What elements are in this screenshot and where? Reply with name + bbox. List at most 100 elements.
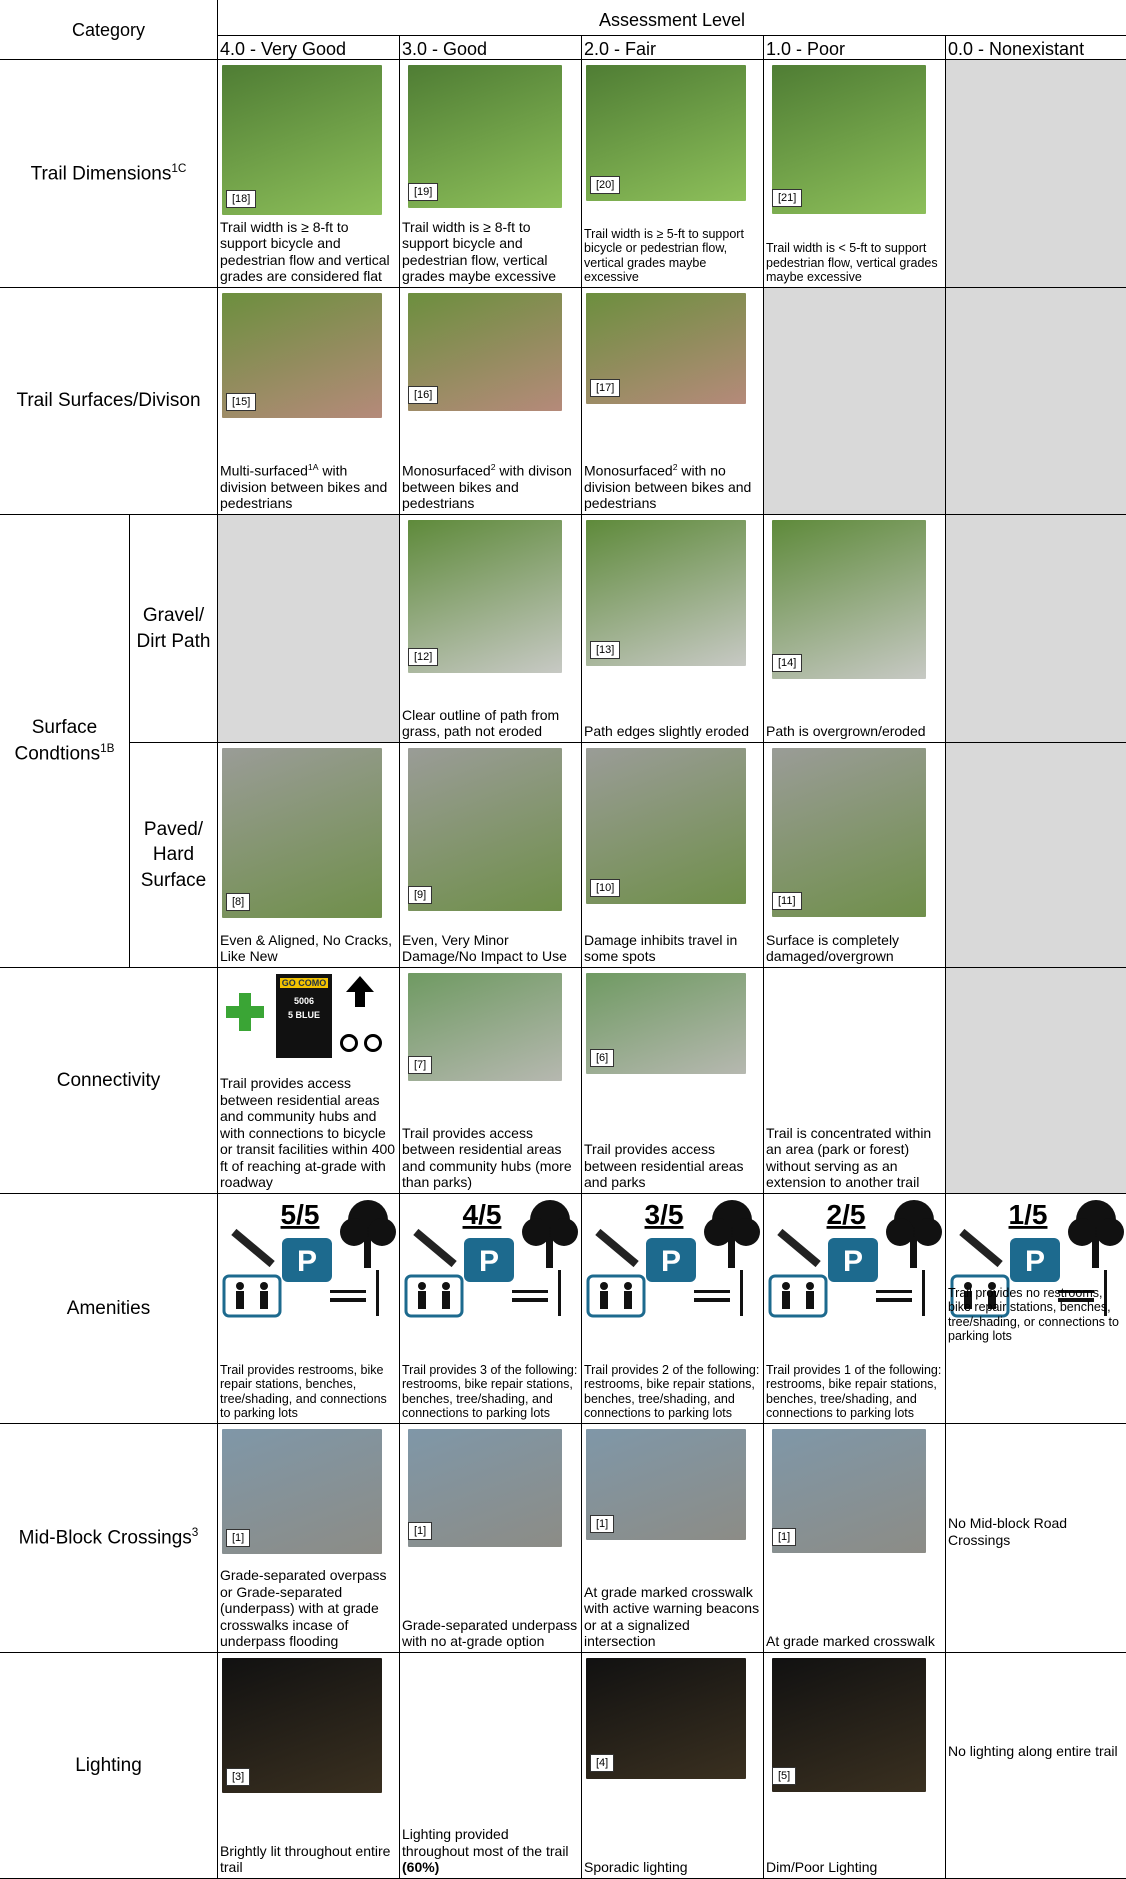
text: Lighting provided throughout most of the… [402, 1826, 569, 1859]
photo [772, 1658, 926, 1792]
level-header: 4.0 - Very Good [218, 36, 400, 60]
description: Trail provides 3 of the following: restr… [402, 1363, 579, 1422]
cell: 1/5 P Trail provides no restrooms, bike re… [946, 1194, 1126, 1424]
tree [914, 1218, 942, 1246]
text: Damage inhibits travel in some spots [584, 931, 738, 965]
subcategory-label: Gravel/ Dirt Path [129, 515, 218, 743]
bench [694, 1298, 730, 1302]
sign-text: GO COMO [280, 978, 328, 988]
cell [946, 288, 1126, 515]
image-ref: [11] [772, 892, 802, 910]
cell: Trail is concentrated within an area (pa… [764, 968, 946, 1194]
description: Even, Very Minor Damage/No Impact to Use [402, 932, 579, 965]
person [236, 1282, 244, 1290]
text: Grade-separated overpass or Grade-separa… [220, 1567, 387, 1650]
cell: [1] Grade-separated underpass with no at-… [400, 1424, 582, 1653]
image-ref: [10] [590, 879, 621, 897]
bench [1058, 1290, 1094, 1293]
description: At grade marked crosswalk with active wa… [584, 1584, 761, 1650]
image-ref: [14] [772, 654, 803, 672]
photo [408, 748, 562, 911]
image-ref: [6] [590, 1049, 615, 1067]
description: Trail provides access between residentia… [402, 1125, 579, 1191]
parking-sign [464, 1238, 514, 1282]
tree-trunk [910, 1238, 917, 1268]
text: Path is overgrown/eroded [766, 723, 926, 740]
person [624, 1291, 632, 1309]
category-header: Category [0, 0, 218, 60]
bench [512, 1290, 548, 1293]
description: Trail width is < 5-ft to support pedestr… [766, 241, 943, 285]
cell: [10] Damage inhibits travel in some spots [582, 743, 764, 968]
person [806, 1282, 814, 1290]
image-ref: [18] [226, 190, 257, 208]
tree-trunk [364, 1238, 371, 1268]
image-ref: [16] [408, 386, 439, 404]
text: Brightly lit throughout entire trail [220, 1842, 391, 1876]
image-ref: [12] [408, 648, 439, 666]
photo [408, 520, 562, 673]
text: Surface is completely damaged/overgrown [766, 931, 900, 965]
cell: [17] Monosurfaced2 with no division betwe… [582, 288, 764, 515]
cell: [12] Clear outline of path from grass, pa… [400, 515, 582, 743]
cell: GO COMO 5006 5 BLUE Trail provides access b… [218, 968, 400, 1194]
plus-icon [239, 993, 251, 1031]
cell [764, 288, 946, 515]
parking-sign [1010, 1238, 1060, 1282]
text: Trail is concentrated within an area (pa… [766, 1124, 932, 1191]
tree [368, 1218, 396, 1246]
wrench [413, 1228, 457, 1268]
subcategory-label: Paved/ Hard Surface [129, 743, 218, 968]
cell: [8] Even & Aligned, No Cracks, Like New [218, 743, 400, 968]
text: with no division between bikes and pedes… [584, 462, 752, 512]
image-ref: [20] [590, 176, 621, 194]
text: At grade marked crosswalk [766, 1633, 935, 1650]
description: Trail provides restrooms, bike repair st… [220, 1363, 397, 1422]
description: Damage inhibits travel in some spots [584, 932, 761, 965]
bench [512, 1298, 548, 1302]
arrow-icon [346, 976, 374, 992]
lamp [376, 1270, 379, 1316]
person [806, 1291, 814, 1309]
person [988, 1282, 996, 1290]
text: with division between bikes and pedestri… [220, 462, 388, 512]
tree-trunk [546, 1238, 553, 1268]
person [624, 1282, 632, 1290]
wrench [231, 1228, 275, 1268]
tree [550, 1218, 578, 1246]
cell: 2/5 P Trail provides 1 of the following: r… [764, 1194, 946, 1424]
text: Trail provides restrooms, bike repair st… [220, 1362, 387, 1421]
parking-sign [282, 1238, 332, 1282]
tree [886, 1218, 914, 1246]
text: Trail provides access between residentia… [584, 1141, 744, 1191]
wrench [777, 1228, 821, 1268]
assessment-header: Assessment Level [218, 0, 1126, 36]
arrow-icon [355, 991, 365, 1007]
person [236, 1291, 244, 1309]
label: Trail Dimensions [30, 162, 172, 184]
lamp [1104, 1270, 1107, 1316]
superscript: 1A [307, 461, 319, 472]
score: 4/5 [463, 1199, 502, 1230]
image-ref: [8] [226, 893, 251, 911]
cell: [1] At grade marked crosswalk with active… [582, 1424, 764, 1653]
bench [694, 1290, 730, 1293]
image-ref: [5] [772, 1767, 797, 1785]
person [988, 1291, 996, 1309]
label: Surface Condtions [14, 717, 101, 765]
image-ref: [1] [226, 1529, 251, 1547]
tree [1096, 1218, 1124, 1246]
text: Trail provides 3 of the following: restr… [402, 1362, 578, 1421]
amenity-icons: 3/5 P [586, 1199, 760, 1318]
cell: [15] Multi-surfaced1A with division betwe… [218, 288, 400, 515]
label: Trail Surfaces/Divison [16, 390, 201, 412]
cell: No lighting along entire trail [946, 1653, 1126, 1879]
image-ref: [17] [590, 379, 621, 397]
tree [340, 1218, 368, 1246]
cell [946, 515, 1126, 743]
restroom-sign [222, 1274, 282, 1318]
bench [876, 1290, 912, 1293]
description: Trail provides 1 of the following: restr… [766, 1363, 943, 1422]
cell: [3] Brightly lit throughout entire trail [218, 1653, 400, 1879]
text: Even, Very Minor Damage/No Impact to Use [402, 931, 567, 965]
